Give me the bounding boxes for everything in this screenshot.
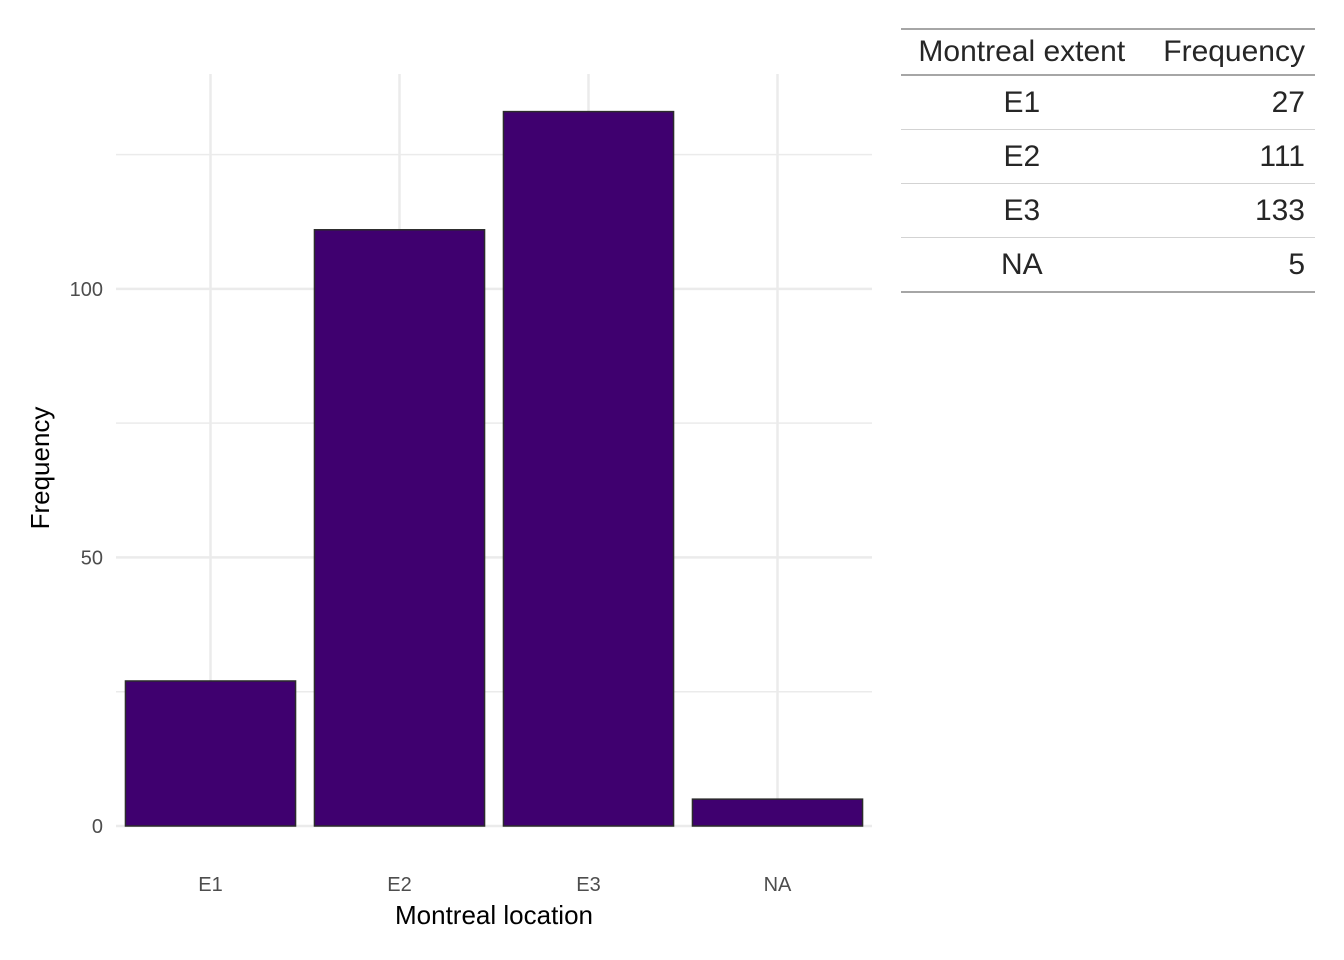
x-axis-title: Montreal location: [395, 900, 593, 930]
table-cell-frequency: 133: [1142, 183, 1315, 238]
x-tick-label: NA: [764, 874, 792, 896]
bar-e1: [124, 680, 297, 827]
table-cell-extent: NA: [901, 237, 1143, 293]
bars: [124, 110, 864, 827]
x-tick-label: E2: [387, 874, 411, 896]
table-cell-frequency: 111: [1142, 129, 1315, 184]
y-tick-label: 50: [81, 547, 103, 569]
table-cell-extent: E3: [901, 183, 1143, 238]
table-row: E3 133: [901, 183, 1315, 238]
column-header-montreal-extent: Montreal extent: [918, 35, 1126, 68]
y-axis-ticks: 0 50 100: [70, 279, 103, 838]
table-header-row: Montreal extent Frequency: [901, 29, 1315, 75]
y-tick-label: 100: [70, 279, 103, 301]
y-tick-label: 0: [92, 816, 103, 838]
table-cell-frequency: 5: [1142, 237, 1315, 293]
column-header-frequency: Frequency: [1163, 35, 1305, 68]
table-cell-extent: E2: [901, 129, 1143, 184]
y-axis-title: Frequency: [25, 407, 55, 530]
table-row: NA 5: [901, 237, 1315, 293]
bar-chart: 0 50 100 E1 E2 E3 NA Montreal location Freque…: [25, 74, 872, 930]
frequency-table: Montreal extent Frequency E1 27 E2 111 E…: [901, 28, 1315, 293]
bar-e3: [502, 110, 675, 827]
bar-e2: [313, 229, 486, 827]
table-cell-extent: E1: [901, 75, 1143, 130]
x-tick-label: E3: [576, 874, 600, 896]
table-row: E2 111: [901, 129, 1315, 184]
table-cell-frequency: 27: [1142, 75, 1315, 130]
x-axis-ticks: E1 E2 E3 NA: [198, 874, 792, 896]
bar-na: [691, 798, 864, 827]
x-tick-label: E1: [198, 874, 222, 896]
table-row: E1 27: [901, 75, 1315, 130]
